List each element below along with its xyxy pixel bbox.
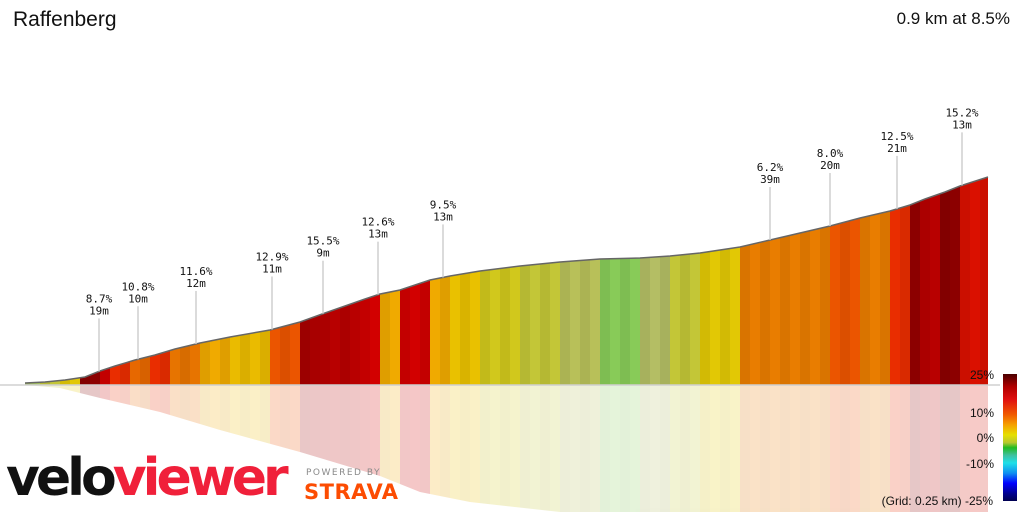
- profile-outline: [24, 176, 989, 384]
- legend-label-0: 0%: [976, 431, 994, 445]
- annotation-label: 12.9%: [255, 250, 288, 263]
- annotation-label: 9.5%: [430, 198, 457, 211]
- annotation-label: 11.6%: [179, 265, 212, 278]
- annotation-label: 10m: [128, 292, 148, 305]
- annotation-label: 15.5%: [306, 235, 339, 248]
- annotation-label: 12.6%: [361, 216, 394, 229]
- annotation-label: 13m: [433, 210, 453, 223]
- veloviewer-logo: veloviewer: [6, 448, 289, 508]
- annotation-label: 8.7%: [86, 292, 113, 305]
- annotation-label: 10.8%: [121, 280, 154, 293]
- annotation-label: 20m: [820, 159, 840, 172]
- segment-title: Raffenberg: [13, 8, 117, 31]
- annotation-label: 19m: [89, 304, 109, 317]
- annotation-label: 11m: [262, 262, 282, 275]
- legend-label-25: 25%: [969, 368, 994, 382]
- annotation-label: 8.0%: [817, 147, 844, 160]
- grid-label: (Grid: 0.25 km) -25%: [881, 494, 993, 508]
- gradient-colorbar: [1003, 374, 1017, 501]
- annotation-label: 9m: [316, 247, 330, 260]
- annotation-label: 6.2%: [757, 161, 784, 174]
- segment-summary: 0.9 km at 8.5%: [896, 9, 1010, 28]
- gradient-annotations: 8.7%19m 10.8%10m 11.6%12m 12.9%11m 15.5%9m 12…: [86, 106, 979, 372]
- annotation-label: 13m: [368, 228, 388, 241]
- annotation-label: 39m: [760, 173, 780, 186]
- annotation-label: 13m: [952, 118, 972, 131]
- legend-label-10: 10%: [969, 406, 994, 420]
- annotation-label: 12m: [186, 277, 206, 290]
- annotation-label: 12.5%: [880, 130, 913, 143]
- annotation-label: 21m: [887, 142, 907, 155]
- legend-label-neg10: -10%: [965, 457, 994, 471]
- powered-by-label: POWERED BY: [306, 468, 382, 478]
- strava-logo: STRAVA: [304, 480, 399, 504]
- annotation-label: 15.2%: [945, 106, 978, 119]
